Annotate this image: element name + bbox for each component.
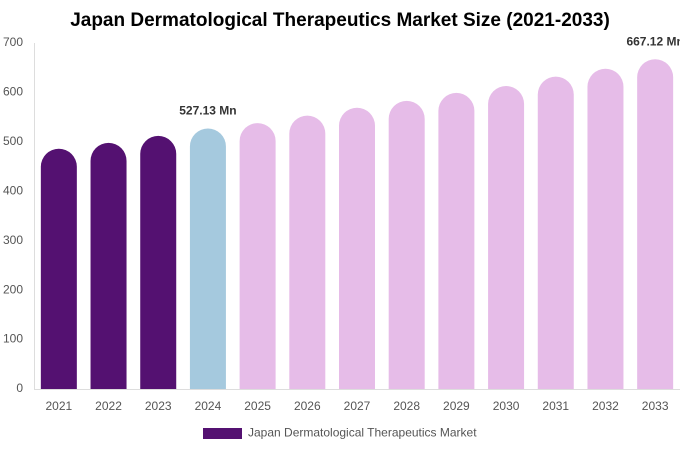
bar: [289, 115, 326, 389]
x-tick-label: 2023: [145, 399, 172, 413]
x-tick-label: 2032: [592, 399, 619, 413]
x-tick-label: 2022: [95, 399, 122, 413]
y-tick-label: 200: [3, 282, 23, 296]
bar: [239, 123, 276, 389]
x-tick-label: 2031: [542, 399, 569, 413]
x-tick-label: 2029: [443, 399, 470, 413]
value-label: 667.12 Mn: [626, 34, 680, 48]
x-tick-label: 2027: [344, 399, 371, 413]
x-tick-label: 2030: [493, 399, 520, 413]
bar: [438, 92, 475, 390]
y-tick-label: 700: [3, 35, 23, 49]
y-tick-label: 100: [3, 332, 23, 346]
bar: [90, 142, 127, 389]
x-tick-label: 2021: [45, 399, 72, 413]
bar: [587, 68, 624, 390]
chart-title: Japan Dermatological Therapeutics Market…: [70, 10, 610, 31]
y-tick-label: 300: [3, 233, 23, 247]
bar: [488, 86, 525, 389]
bar: [388, 100, 425, 390]
y-tick-label: 500: [3, 134, 23, 148]
x-tick-label: 2024: [195, 399, 222, 413]
bar: [537, 76, 574, 390]
x-tick-label: 2028: [393, 399, 420, 413]
legend-swatch: [203, 428, 242, 439]
bar: [40, 148, 77, 389]
x-tick-label: 2033: [642, 399, 669, 413]
bar: [189, 128, 226, 389]
x-tick-label: 2026: [294, 399, 321, 413]
y-tick-label: 600: [3, 85, 23, 99]
value-label: 527.13 Mn: [179, 104, 236, 118]
bar: [140, 135, 177, 389]
x-tick-label: 2025: [244, 399, 271, 413]
y-tick-label: 0: [16, 381, 23, 395]
bar: [637, 59, 674, 390]
legend-label: Japan Dermatological Therapeutics Market: [248, 426, 477, 440]
bar: [339, 107, 375, 389]
y-tick-label: 400: [3, 183, 23, 197]
